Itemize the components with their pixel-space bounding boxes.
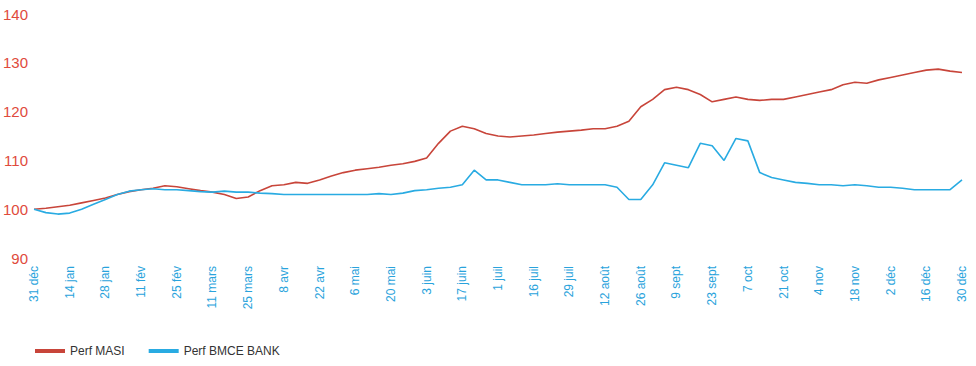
svg-text:29 juil: 29 juil: [562, 266, 576, 297]
svg-text:90: 90: [11, 250, 28, 267]
svg-text:26 août: 26 août: [634, 265, 648, 306]
svg-text:120: 120: [3, 103, 28, 120]
svg-text:6 mai: 6 mai: [348, 266, 362, 295]
svg-text:2 déc: 2 déc: [884, 266, 898, 295]
svg-text:110: 110: [4, 152, 28, 169]
svg-text:16 juil: 16 juil: [527, 266, 541, 297]
svg-text:130: 130: [3, 54, 28, 71]
svg-text:9 sept: 9 sept: [669, 265, 683, 298]
svg-text:30 déc: 30 déc: [955, 266, 969, 302]
svg-text:Perf BMCE BANK: Perf BMCE BANK: [184, 344, 280, 358]
svg-text:25 mars: 25 mars: [241, 266, 255, 309]
svg-text:31 déc: 31 déc: [27, 266, 41, 302]
svg-text:12 août: 12 août: [598, 265, 612, 306]
svg-text:14 jan: 14 jan: [63, 266, 77, 299]
svg-text:11 fév: 11 fév: [134, 266, 148, 298]
svg-text:7 oct: 7 oct: [741, 265, 755, 292]
svg-text:28 jan: 28 jan: [98, 266, 112, 299]
svg-text:20 mai: 20 mai: [384, 266, 398, 302]
svg-text:Perf MASI: Perf MASI: [70, 344, 125, 358]
svg-text:18 nov: 18 nov: [848, 266, 862, 302]
svg-text:100: 100: [3, 201, 28, 218]
svg-text:22 avr: 22 avr: [313, 266, 327, 299]
svg-text:23 sept: 23 sept: [705, 265, 719, 305]
svg-text:17 juin: 17 juin: [455, 266, 469, 301]
svg-text:16 déc: 16 déc: [919, 266, 933, 302]
svg-text:140: 140: [3, 6, 28, 23]
svg-text:1 juil: 1 juil: [491, 266, 505, 291]
svg-text:4 nov: 4 nov: [812, 266, 826, 295]
svg-text:21 oct: 21 oct: [777, 265, 791, 298]
svg-text:11 mars: 11 mars: [205, 266, 219, 308]
svg-text:3 juin: 3 juin: [420, 266, 434, 295]
svg-text:8 avr: 8 avr: [277, 266, 291, 293]
svg-text:25 fév: 25 fév: [170, 266, 184, 299]
